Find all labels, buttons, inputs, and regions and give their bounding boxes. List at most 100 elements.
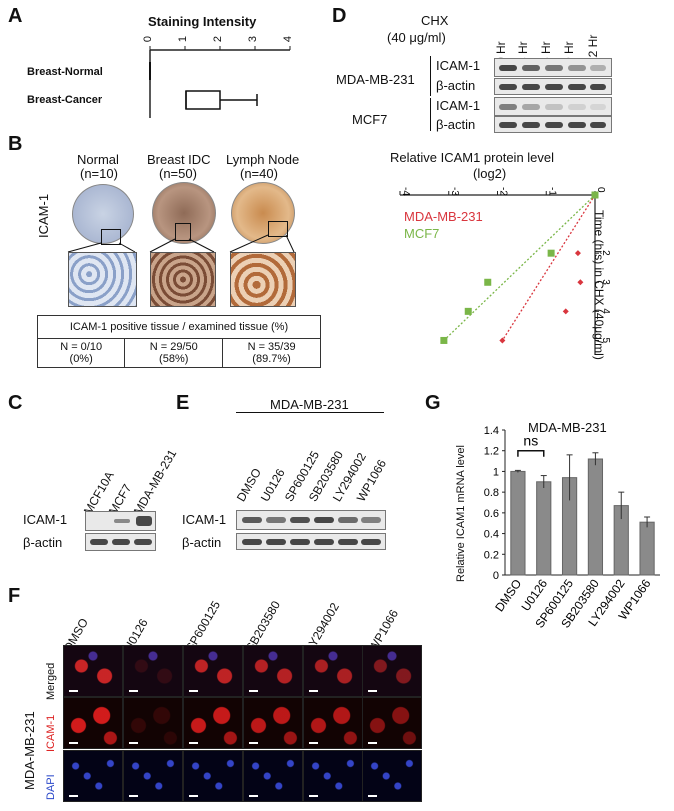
scale-bar xyxy=(189,690,198,692)
panel-label-b: B xyxy=(8,133,23,155)
b-col-normal: Normal xyxy=(77,152,119,167)
g-y-ticklabel-3: 0.6 xyxy=(484,508,499,520)
b-cell-pct-0: (0%) xyxy=(69,353,93,365)
zoom-box-normal xyxy=(101,229,121,245)
d-point-mcf7-0 xyxy=(591,191,599,199)
f-row-dapi: DAPI xyxy=(45,774,57,800)
e-title-line xyxy=(236,412,384,413)
d-blot-mcf7-bactin xyxy=(494,116,612,133)
d-row-bactin-b: β-actin xyxy=(436,117,476,132)
d-x-ticklabel-2: -2 xyxy=(498,187,509,196)
g-y-ticklabel-1: 0.2 xyxy=(484,549,499,561)
d-plot-title: Relative ICAM1 protein level xyxy=(390,150,555,165)
panel-label-a: A xyxy=(8,5,23,27)
micrograph-dapi-wp1066 xyxy=(362,750,422,802)
d-y-ticklabel-1: 3 xyxy=(600,279,611,285)
d-row-icam1-a: ICAM-1 xyxy=(436,58,481,73)
g-y-ticklabel-2: 0.4 xyxy=(484,529,499,541)
g-bar-1 xyxy=(536,481,552,576)
micrograph-merged-u0126 xyxy=(123,645,183,697)
micrograph-dapi-ly294002 xyxy=(303,750,363,802)
g-bar-3 xyxy=(587,458,604,576)
d-y-ticklabel-0: 2 xyxy=(600,250,611,256)
scale-bar xyxy=(69,742,78,744)
micrograph-icam-1-sp600125 xyxy=(183,697,243,749)
zoom-box-lymph xyxy=(268,221,288,237)
scale-bar xyxy=(249,742,258,744)
g-title: MDA-MB-231 xyxy=(528,420,607,435)
b-cell-pct-2: (89.7%) xyxy=(252,353,291,365)
d-point-mda-2 xyxy=(577,279,584,286)
micrograph-merged-dmso xyxy=(63,645,123,697)
b-col-normal-n: (n=10) xyxy=(80,166,118,181)
d-x-ticklabel-3: -1 xyxy=(546,187,557,196)
d-point-mda-1 xyxy=(574,250,581,257)
d-point-mcf7-1 xyxy=(547,249,555,257)
d-row-bactin-a: β-actin xyxy=(436,78,476,93)
d-plot-title2: (log2) xyxy=(473,166,507,181)
zoom-image-lymph xyxy=(230,252,296,307)
micrograph-icam-1-dmso xyxy=(63,697,123,749)
d-chx-conc: (40 μg/ml) xyxy=(387,30,446,45)
scale-bar xyxy=(129,795,138,797)
micrograph-merged-sb203580 xyxy=(243,645,303,697)
g-y-ticklabel-4: 0.8 xyxy=(484,487,499,499)
b-cell-ratio-0: N = 0/10 xyxy=(60,341,103,353)
c-row-bactin: β-actin xyxy=(23,535,63,550)
b-cell-ratio-2: N = 35/39 xyxy=(247,341,296,353)
d-x-ticklabel-0: -4 xyxy=(400,187,411,196)
c-row-icam1: ICAM-1 xyxy=(23,512,68,527)
scale-bar xyxy=(69,690,78,692)
micrograph-icam-1-u0126 xyxy=(123,697,183,749)
c-blot-bactin xyxy=(85,533,156,551)
g-bar-0 xyxy=(510,470,526,576)
g-y-ticklabel-7: 1.4 xyxy=(484,425,499,437)
panel-label-e: E xyxy=(176,392,190,414)
d-blot-mda-bactin xyxy=(494,78,612,95)
g-bar-5 xyxy=(639,521,655,576)
scale-bar xyxy=(309,795,318,797)
e-row-icam1: ICAM-1 xyxy=(182,512,227,527)
scale-bar xyxy=(129,690,138,692)
d-point-mda-3 xyxy=(562,308,569,315)
scale-bar xyxy=(189,795,198,797)
e-row-bactin: β-actin xyxy=(182,535,222,550)
e-title: MDA-MB-231 xyxy=(270,397,349,412)
b-cell-pct-1: (58%) xyxy=(159,353,189,365)
g-bar-chart: 00.20.40.60.811.21.4 DMSOU0126SP600125SB… xyxy=(484,425,660,631)
g-ns-label: ns xyxy=(523,433,538,449)
d-scatter-plot: -4 -3 -2 -1 0 2 3 4 5 xyxy=(399,187,611,355)
b-table: ICAM-1 positive tissue / examined tissue… xyxy=(36,315,321,368)
micrograph-merged-wp1066 xyxy=(362,645,422,697)
tissue-core-normal xyxy=(72,184,134,244)
micrograph-icam-1-ly294002 xyxy=(303,697,363,749)
d-blot-mcf7-icam1 xyxy=(494,97,612,116)
d-cell-mcf7: MCF7 xyxy=(352,112,388,127)
micrograph-dapi-sb203580 xyxy=(243,750,303,802)
scale-bar xyxy=(189,742,198,744)
panel-a-boxplot xyxy=(149,46,291,118)
g-y-ticklabel-6: 1.2 xyxy=(484,446,499,458)
scale-bar xyxy=(368,690,377,692)
scale-bar xyxy=(309,742,318,744)
tissue-core-lymph xyxy=(231,182,295,244)
d-y-ticklabel-3: 5 xyxy=(600,337,611,343)
scale-bar xyxy=(368,742,377,744)
micrograph-dapi-u0126 xyxy=(123,750,183,802)
d-bracket-2 xyxy=(430,98,431,131)
b-col-idc-n: (n=50) xyxy=(159,166,197,181)
d-point-mcf7-2 xyxy=(484,278,492,286)
scale-bar xyxy=(129,742,138,744)
f-row-icam1: ICAM-1 xyxy=(45,714,57,752)
panel-a-title: Staining Intensity xyxy=(148,14,257,29)
micrograph-icam-1-sb203580 xyxy=(243,697,303,749)
e-blot-bactin xyxy=(236,533,386,550)
panel-label-g: G xyxy=(425,392,441,414)
micrograph-merged-ly294002 xyxy=(303,645,363,697)
panel-label-d: D xyxy=(332,5,347,27)
zoom-image-normal xyxy=(68,252,137,307)
micrograph-icam-1-wp1066 xyxy=(362,697,422,749)
d-bracket-1 xyxy=(430,56,431,96)
d-x-ticklabel-1: -3 xyxy=(449,187,460,196)
b-col-idc: Breast IDC xyxy=(147,152,211,167)
